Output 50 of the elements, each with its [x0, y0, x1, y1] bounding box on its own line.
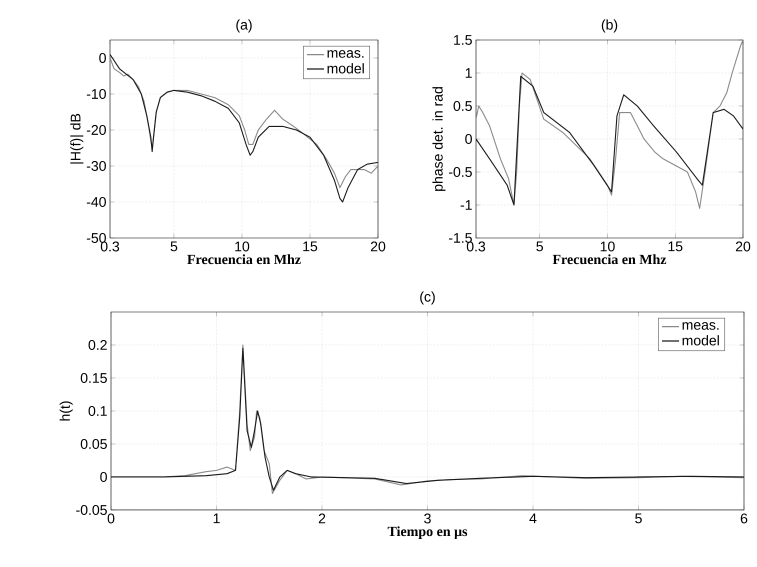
legend-label: meas. [328, 50, 364, 58]
y-axis-title: |H(f)| dB [70, 114, 84, 164]
y-tick-label: 0 [100, 472, 107, 482]
y-tick-label: -0.05 [76, 505, 107, 515]
y-tick-label: 1.5 [454, 35, 472, 45]
x-tick-label: 10 [600, 242, 615, 252]
y-tick-label: 0.5 [454, 101, 472, 111]
legend-label: model [328, 63, 364, 74]
x-tick-label: 0.3 [100, 242, 120, 252]
y-tick-label: -1 [460, 200, 472, 210]
y-tick-label: 0 [465, 134, 472, 144]
y-tick-label: 0 [99, 53, 106, 63]
y-tick-label: 0.05 [80, 439, 107, 449]
y-tick-label: -40 [86, 197, 106, 207]
chart-title: (a) [236, 19, 252, 32]
x-axis-title: Frecuencia en Mhz [552, 254, 666, 264]
y-tick-label: -20 [86, 125, 106, 135]
x-tick-label: 3 [424, 514, 431, 524]
legend-label: meas. [682, 322, 719, 330]
y-tick-label: -1.5 [448, 233, 472, 243]
legend-label: model [682, 335, 719, 346]
x-tick-label: 10 [235, 242, 250, 252]
x-axis-title: Frecuencia en Mhz [187, 254, 301, 264]
line-series [476, 76, 743, 206]
y-tick-label: 0.2 [88, 340, 107, 350]
x-tick-label: 5 [635, 514, 642, 524]
y-tick-label: -0.5 [448, 167, 472, 177]
x-tick-label: 20 [736, 242, 750, 252]
chart-title: (c) [420, 291, 435, 304]
x-tick-label: 0 [108, 514, 114, 524]
y-tick-label: 1 [466, 68, 472, 78]
y-tick-label: 0.15 [80, 373, 107, 383]
chart-title: (b) [602, 19, 618, 32]
x-tick-label: 1 [214, 514, 220, 524]
x-tick-label: 5 [536, 242, 544, 252]
y-tick-label: -30 [86, 161, 106, 171]
x-tick-label: 5 [170, 242, 178, 252]
x-tick-label: 20 [370, 242, 386, 252]
x-tick-label: 6 [740, 514, 748, 524]
y-tick-label: -50 [86, 233, 106, 243]
y-tick-label: -10 [86, 89, 106, 99]
y-tick-label: 0.1 [88, 406, 107, 416]
x-tick-label: 4 [529, 514, 536, 524]
x-axis-title: Tiempo en μs [388, 526, 468, 539]
y-axis-title: phase det. in rad [432, 87, 446, 191]
x-tick-label: 2 [318, 514, 326, 524]
y-axis-title: h(t) [60, 401, 73, 421]
x-tick-label: 0.3 [466, 242, 486, 252]
x-tick-label: 15 [668, 242, 682, 252]
x-tick-label: 15 [303, 242, 318, 252]
